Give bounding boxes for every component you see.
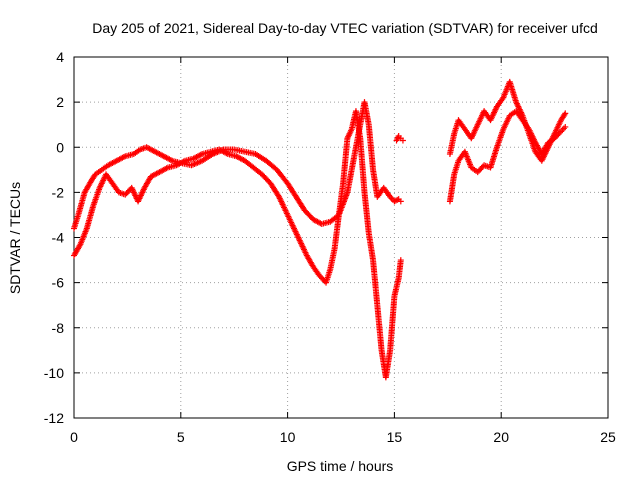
y-tick-label: 0 (56, 139, 64, 155)
data-point (561, 111, 568, 118)
y-tick-label: -4 (52, 230, 65, 246)
data-point (397, 198, 404, 205)
y-tick-label: -2 (52, 184, 65, 200)
x-tick-label: 20 (493, 429, 509, 445)
y-tick-label: -6 (52, 275, 65, 291)
chart-title: Day 205 of 2021, Sidereal Day-to-day VTE… (92, 20, 598, 36)
y-tick-label: -12 (44, 410, 64, 426)
data-point (397, 257, 404, 264)
x-tick-label: 10 (280, 429, 296, 445)
x-tick-label: 25 (600, 429, 616, 445)
y-tick-label: -10 (44, 365, 64, 381)
x-axis-label: GPS time / hours (287, 458, 394, 474)
y-tick-label: 2 (56, 94, 64, 110)
data-point (562, 123, 569, 130)
data-point (399, 137, 406, 144)
x-tick-label: 15 (387, 429, 403, 445)
data-markers (71, 78, 569, 381)
x-tick-label: 5 (177, 429, 185, 445)
axis-ticks: 0 5 10 15 20 25 -12 -10 -8 -6 -4 -2 0 2 4 (44, 49, 616, 445)
data-point (556, 129, 563, 136)
y-tick-label: 4 (56, 49, 64, 65)
y-tick-label: -8 (52, 320, 65, 336)
data-point (562, 110, 569, 117)
y-axis-label: SDTVAR / TECUs (7, 182, 23, 294)
x-tick-label: 0 (70, 429, 78, 445)
